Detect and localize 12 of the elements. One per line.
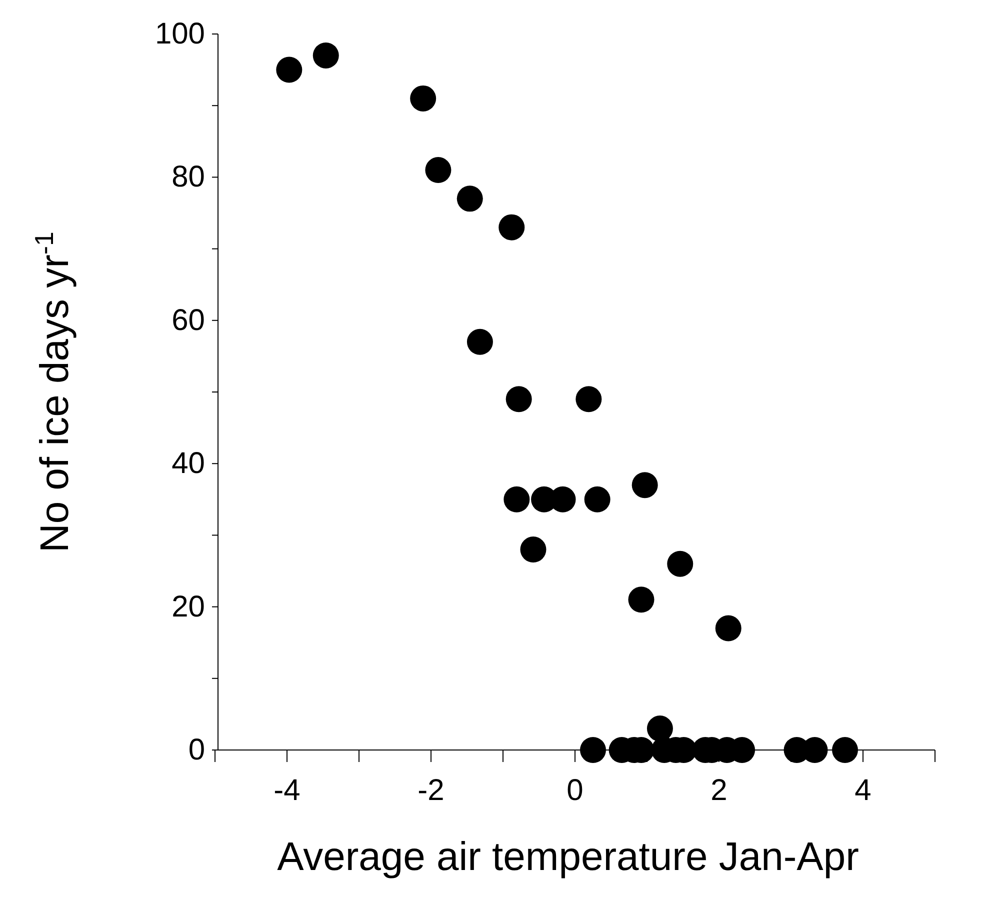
y-tick-label: 0 [188, 734, 205, 766]
y-tick-label: 60 [172, 304, 205, 337]
x-tick-label: -2 [418, 774, 444, 807]
x-tick-label: -4 [274, 774, 300, 807]
x-tick-label: 0 [566, 774, 584, 807]
y-tick-label: 20 [172, 590, 205, 624]
x-tick-label: 4 [854, 774, 872, 807]
y-tick-label: 100 [154, 18, 205, 50]
y-tick-label: 80 [172, 160, 205, 194]
x-axis-title: Average air temperature Jan-Apr [277, 835, 859, 879]
x-tick-label: 2 [710, 774, 728, 807]
y-tick-label: 40 [172, 447, 205, 480]
